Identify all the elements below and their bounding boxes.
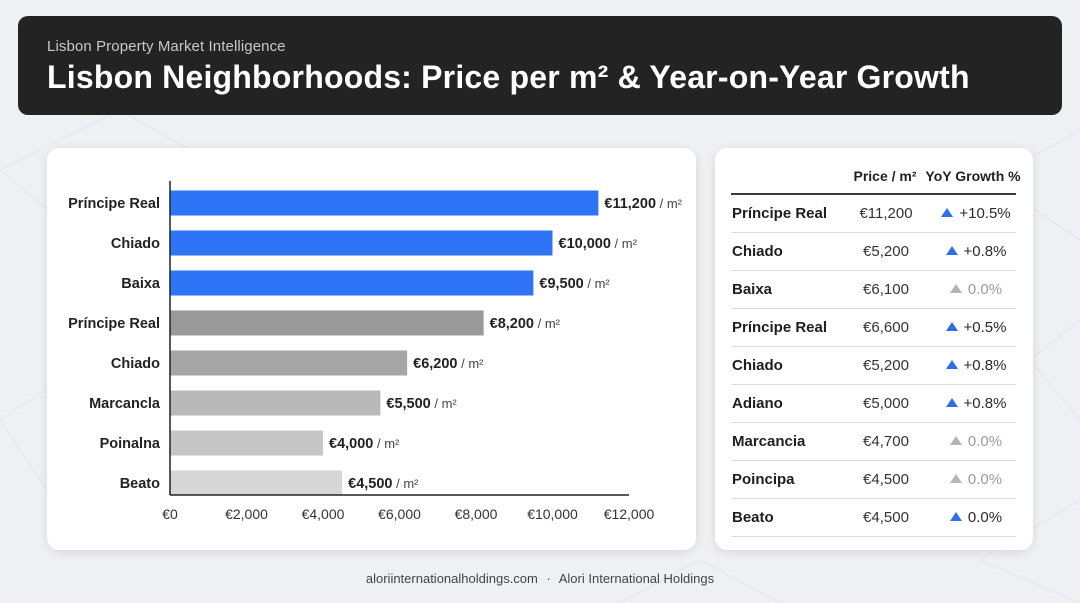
bar-4 <box>170 310 484 336</box>
bar-7 <box>170 430 323 456</box>
row-name: Príncipe Real <box>732 319 828 336</box>
row-growth: +0.8% <box>936 395 1016 412</box>
row-growth: +0.8% <box>936 243 1016 260</box>
row-name: Marcancia <box>732 433 806 450</box>
triangle-flat-icon <box>949 474 962 483</box>
table-row: Poincipa €4,500 0.0% <box>731 461 1016 499</box>
bar-6 <box>170 390 381 416</box>
bar-chart: Príncipe Real €11,200 / m² Chiado €10,000 /… <box>68 181 683 522</box>
category-label-2: Chiado <box>111 236 160 252</box>
value-label-8: €4,500 / m² <box>348 476 419 492</box>
row-name: Príncipe Real <box>732 205 828 222</box>
category-label-1: Príncipe Real <box>68 196 160 212</box>
footer-company: Alori International Holdings <box>558 571 715 586</box>
bar-3 <box>170 270 534 296</box>
value-label-2: €10,000 / m² <box>559 236 638 252</box>
value-label-3: €9,500 / m² <box>539 276 610 292</box>
row-growth: 0.0% <box>936 433 1016 450</box>
x-tick-label-1: €0 <box>162 506 178 522</box>
table-row: Beato €4,500 0.0% <box>731 499 1016 537</box>
header-subtitle: Lisbon Property Market Intelligence <box>47 38 286 55</box>
header-rule <box>731 193 1016 195</box>
row-price: €11,200 <box>859 205 913 222</box>
row-price: €5,200 <box>863 357 909 374</box>
value-label-1: €11,200 / m² <box>604 196 682 212</box>
triangle-up-icon <box>945 322 958 331</box>
chart-card: Príncipe Real €11,200 / m² Chiado €10,000 /… <box>47 148 696 550</box>
value-label-6: €5,500 / m² <box>386 396 457 412</box>
triangle-flat-icon <box>949 284 962 293</box>
table-card: Price / m² YoY Growth % Príncipe Real €11… <box>715 148 1033 550</box>
growth-value: +0.5% <box>963 319 1007 336</box>
table-row: Chiado €5,200 +0.8% <box>731 347 1016 385</box>
growth-value: 0.0% <box>967 281 1003 298</box>
row-growth: +10.5% <box>936 205 1016 222</box>
growth-value: +0.8% <box>963 243 1007 260</box>
x-tick-label-6: €10,000 <box>527 506 578 522</box>
triangle-up-icon <box>945 398 958 407</box>
category-label-6: Marcancla <box>89 396 161 412</box>
row-price: €6,600 <box>863 319 909 336</box>
row-growth: +0.8% <box>936 357 1016 374</box>
table-row: Marcancia €4,700 0.0% <box>731 423 1016 461</box>
x-tick-label-5: €8,000 <box>455 506 498 522</box>
triangle-up-icon <box>945 246 958 255</box>
footer-site: aloriinternationalholdings.com <box>365 571 538 586</box>
category-label-7: Poinalna <box>100 436 161 452</box>
row-name: Beato <box>732 509 774 526</box>
category-label-4: Príncipe Real <box>68 316 160 332</box>
header-price: Price / m² <box>853 168 917 184</box>
bar-2 <box>170 230 553 256</box>
row-price: €5,000 <box>863 395 909 412</box>
triangle-up-icon <box>945 360 958 369</box>
table-row: Chiado €5,200 +0.8% <box>731 233 1016 271</box>
row-name: Chiado <box>732 357 783 374</box>
bar-5 <box>170 350 408 376</box>
row-name: Chiado <box>732 243 783 260</box>
triangle-up-icon <box>941 208 954 217</box>
x-tick-label-4: €6,000 <box>378 506 421 522</box>
row-name: Baixa <box>732 281 773 298</box>
row-price: €4,500 <box>863 509 909 526</box>
category-label-8: Beato <box>120 476 160 492</box>
header-growth: YoY Growth % <box>925 168 1021 184</box>
x-tick-label-2: €2,000 <box>225 506 268 522</box>
growth-value: 0.0% <box>967 471 1003 488</box>
category-label-5: Chiado <box>111 356 160 372</box>
bar-8 <box>170 470 343 496</box>
x-tick-label-7: €12,000 <box>604 506 655 522</box>
growth-value: 0.0% <box>967 509 1003 526</box>
row-growth: 0.0% <box>936 471 1016 488</box>
row-name: Poincipa <box>732 471 795 488</box>
growth-value: +0.8% <box>963 357 1007 374</box>
growth-value: +10.5% <box>959 205 1011 222</box>
row-growth: +0.5% <box>936 319 1016 336</box>
table-row: Baixa €6,100 0.0% <box>731 271 1016 309</box>
header-banner: Lisbon Property Market Intelligence Lisb… <box>18 16 1062 115</box>
value-label-7: €4,000 / m² <box>329 436 400 452</box>
category-label-3: Baixa <box>121 276 161 292</box>
row-growth: 0.0% <box>936 281 1016 298</box>
table-row: Adiano €5,000 +0.8% <box>731 385 1016 423</box>
row-price: €5,200 <box>863 243 909 260</box>
row-growth: 0.0% <box>936 509 1016 526</box>
triangle-up-icon <box>949 512 962 521</box>
page-title: Lisbon Neighborhoods: Price per m² & Yea… <box>47 59 970 95</box>
row-price: €4,700 <box>863 433 909 450</box>
footer-separator: · <box>546 571 551 586</box>
growth-value: +0.8% <box>963 395 1007 412</box>
footer: aloriinternationalholdings.com · Alori I… <box>0 571 1080 586</box>
row-price: €4,500 <box>863 471 909 488</box>
row-price: €6,100 <box>863 281 909 298</box>
x-tick-label-3: €4,000 <box>302 506 345 522</box>
table-row: Príncipe Real €6,600 +0.5% <box>731 309 1016 347</box>
triangle-flat-icon <box>949 436 962 445</box>
table-row: Príncipe Real €11,200 +10.5% <box>731 195 1016 233</box>
value-label-5: €6,200 / m² <box>413 356 484 372</box>
row-name: Adiano <box>732 395 783 412</box>
value-label-4: €8,200 / m² <box>490 316 561 332</box>
bar-1 <box>170 190 599 216</box>
growth-value: 0.0% <box>967 433 1003 450</box>
